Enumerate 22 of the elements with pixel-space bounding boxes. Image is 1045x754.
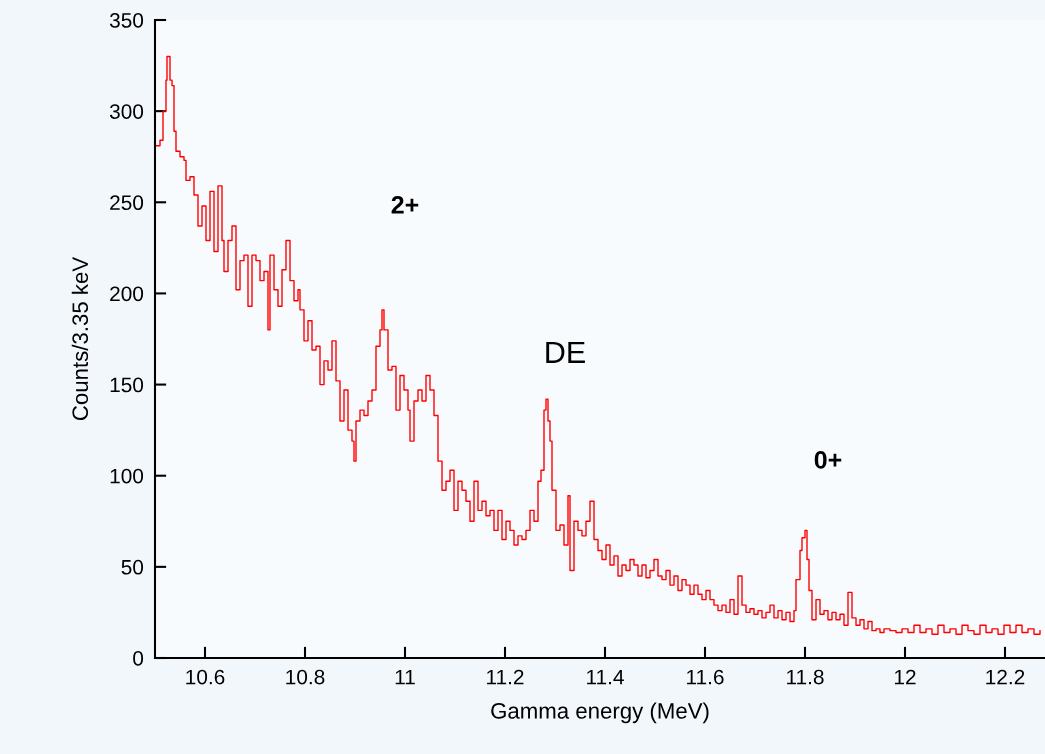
y-tick-label: 350 — [109, 13, 144, 28]
x-tick-label: 11.6 — [687, 669, 724, 685]
y-tick-label: 0 — [133, 651, 144, 666]
y-axis-title: Counts/3.35 keV — [71, 256, 89, 421]
annotation: 0+ — [814, 451, 842, 469]
annotation: DE — [546, 341, 585, 363]
x-tick-label: 11 — [395, 669, 415, 685]
x-tick-label: 11.8 — [787, 669, 824, 685]
x-axis-title: Gamma energy (MeV) — [491, 702, 709, 724]
x-tick-label: 10.6 — [186, 669, 225, 685]
x-tick-label: 11.4 — [587, 669, 624, 685]
x-tick-label: 12.2 — [986, 669, 1025, 685]
x-tick-label: 10.8 — [286, 669, 325, 685]
annotation: 2+ — [391, 196, 419, 214]
y-tick-label: 100 — [110, 468, 144, 484]
y-tick-label: 300 — [109, 104, 144, 119]
y-tick-label: 250 — [110, 195, 144, 211]
x-tick-label: 12 — [895, 669, 916, 685]
y-tick-label: 200 — [110, 286, 144, 302]
x-tick-label: 11.2 — [487, 669, 524, 685]
y-tick-label: 150 — [110, 377, 144, 393]
y-tick-label: 50 — [121, 559, 144, 575]
